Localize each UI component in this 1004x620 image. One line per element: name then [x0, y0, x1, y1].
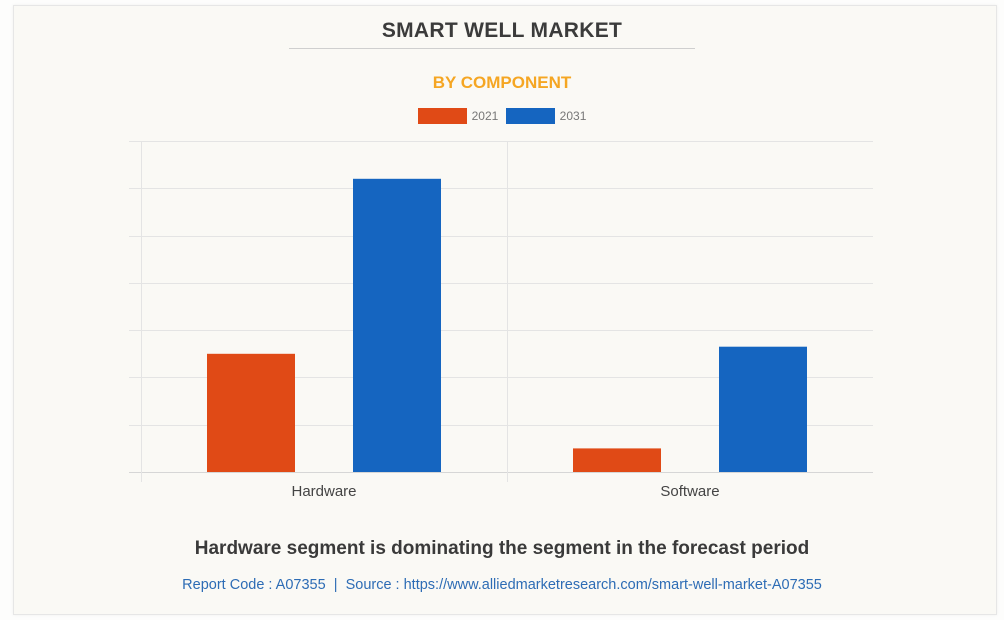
legend-item-2021[interactable]: 2021	[417, 108, 499, 124]
bar-software-2021[interactable]	[573, 448, 661, 472]
source-line: Report Code : A07355 | Source : https://…	[0, 577, 1004, 593]
bar-hardware-2021[interactable]	[207, 353, 295, 472]
bar-layer	[207, 178, 807, 473]
legend-label-2031: 2031	[559, 109, 587, 123]
legend-label-2021: 2021	[471, 109, 499, 123]
x-tick-label-software: Software	[660, 483, 719, 500]
chart-subtitle: BY COMPONENT	[432, 73, 572, 92]
legend: 2021 2031	[0, 108, 1004, 127]
chart-title: SMART WELL MARKET	[381, 19, 623, 42]
legend-swatch-2031	[505, 108, 555, 124]
source-link[interactable]: Source : https://www.alliedmarketresearc…	[345, 577, 822, 593]
source-separator: |	[333, 577, 338, 593]
title-divider	[289, 48, 695, 49]
x-axis-labels: Hardware Software	[291, 483, 719, 500]
legend-swatch-2021	[417, 108, 467, 124]
bar-software-2031[interactable]	[719, 346, 807, 472]
report-code: Report Code : A07355	[182, 577, 326, 593]
insight-caption: Hardware segment is dominating the segme…	[194, 538, 810, 559]
chart-card	[13, 5, 997, 615]
x-tick-label-hardware: Hardware	[291, 483, 356, 500]
legend-item-2031[interactable]: 2031	[505, 108, 587, 124]
bar-hardware-2031[interactable]	[353, 178, 441, 473]
